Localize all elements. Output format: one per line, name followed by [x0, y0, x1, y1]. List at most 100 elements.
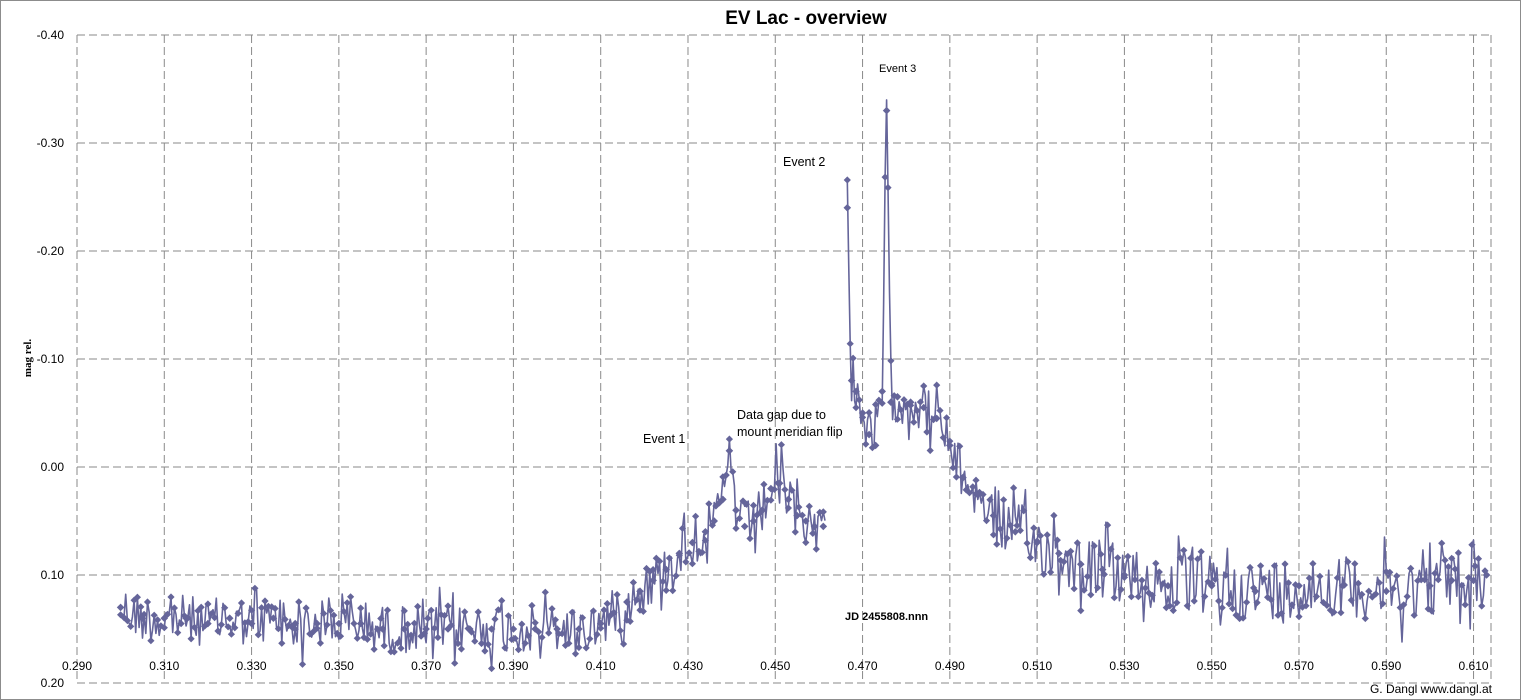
- data-point: [589, 607, 597, 615]
- data-point: [1464, 574, 1473, 582]
- data-point: [1305, 574, 1313, 582]
- data-point: [1365, 587, 1373, 595]
- data-point: [993, 540, 1001, 548]
- data-point: [1354, 579, 1362, 587]
- x-axis-ticks: 0.290 0.310 0.330 0.350 0.370 0.390 0.410 0.430…: [62, 659, 1489, 673]
- data-point: [701, 536, 709, 545]
- data-point: [367, 630, 375, 638]
- data-point: [719, 495, 727, 504]
- data-point: [1083, 572, 1092, 581]
- data-point: [231, 624, 239, 632]
- data-point: [943, 414, 951, 422]
- data-point: [133, 593, 141, 601]
- data-point: [1138, 576, 1146, 584]
- data-point: [347, 593, 355, 601]
- data-point: [881, 173, 889, 181]
- data-point: [1389, 585, 1397, 593]
- data-point: [798, 511, 806, 519]
- data-point: [613, 591, 621, 599]
- data-point: [784, 504, 792, 512]
- data-point: [1166, 602, 1174, 610]
- y-tick-label: 0.20: [41, 676, 65, 690]
- data-point: [893, 415, 902, 423]
- data-point: [261, 597, 269, 605]
- data-point: [400, 607, 408, 615]
- x-tick-label: 0.310: [149, 659, 179, 673]
- data-point: [1274, 611, 1282, 619]
- data-point: [672, 572, 680, 580]
- x-tick-label: 0.330: [237, 659, 267, 673]
- data-point: [986, 496, 994, 504]
- data-point: [394, 639, 402, 647]
- data-point: [596, 619, 605, 628]
- data-point: [441, 611, 449, 620]
- data-point: [746, 534, 754, 543]
- data-point: [675, 549, 684, 558]
- data-point: [1447, 576, 1456, 585]
- data-point: [370, 645, 378, 653]
- data-point: [1386, 568, 1394, 576]
- data-point: [858, 409, 867, 417]
- x-tick-label: 0.570: [1284, 659, 1314, 673]
- data-point: [1077, 607, 1085, 615]
- data-point: [775, 479, 784, 487]
- data-point: [417, 632, 425, 640]
- data-point: [130, 596, 138, 604]
- data-point: [758, 506, 766, 514]
- data-point: [1431, 569, 1439, 577]
- data-point: [1114, 554, 1122, 562]
- data-point: [138, 614, 147, 622]
- data-point: [1478, 602, 1486, 610]
- y-tick-label: -0.10: [37, 352, 65, 366]
- data-point: [237, 599, 246, 607]
- data-point: [893, 393, 902, 401]
- data-point: [1393, 572, 1401, 580]
- data-point: [504, 612, 512, 620]
- data-point: [1225, 600, 1233, 608]
- data-point: [939, 434, 947, 442]
- data-point: [763, 496, 771, 504]
- data-point: [1243, 598, 1251, 606]
- data-point: [1361, 614, 1369, 623]
- data-point: [859, 413, 867, 421]
- data-point: [1067, 547, 1075, 555]
- data-point: [1469, 576, 1478, 585]
- data-point: [1164, 582, 1172, 590]
- data-point: [629, 578, 637, 587]
- y-tick-label: -0.20: [37, 244, 65, 258]
- data-point: [278, 639, 286, 647]
- data-point: [511, 634, 519, 642]
- series-path: [120, 99, 1488, 670]
- data-point: [234, 609, 242, 617]
- data-point: [578, 614, 587, 622]
- data-point: [770, 485, 778, 493]
- data-point: [740, 522, 749, 531]
- data-point: [137, 603, 145, 611]
- data-point: [989, 531, 998, 539]
- data-point: [633, 596, 641, 604]
- data-point: [1461, 601, 1469, 609]
- data-point: [705, 500, 713, 508]
- data-point: [913, 407, 921, 415]
- data-point: [878, 387, 886, 396]
- data-point: [1183, 602, 1191, 610]
- data-point: [749, 517, 758, 525]
- data-point: [524, 632, 533, 640]
- data-point: [1055, 549, 1063, 558]
- data-point: [1097, 550, 1105, 558]
- data-point: [298, 660, 307, 668]
- data-point: [1197, 548, 1205, 556]
- data-point: [1257, 562, 1265, 570]
- data-point: [380, 642, 388, 650]
- data-point: [207, 610, 215, 618]
- data-point: [187, 635, 195, 643]
- data-point: [1010, 484, 1018, 492]
- data-point: [989, 511, 998, 520]
- data-point: [933, 381, 941, 389]
- x-tick-label: 0.510: [1022, 659, 1052, 673]
- data-point: [1358, 590, 1366, 598]
- data-point: [302, 604, 310, 612]
- data-point: [1190, 597, 1198, 605]
- data-point: [1211, 575, 1219, 583]
